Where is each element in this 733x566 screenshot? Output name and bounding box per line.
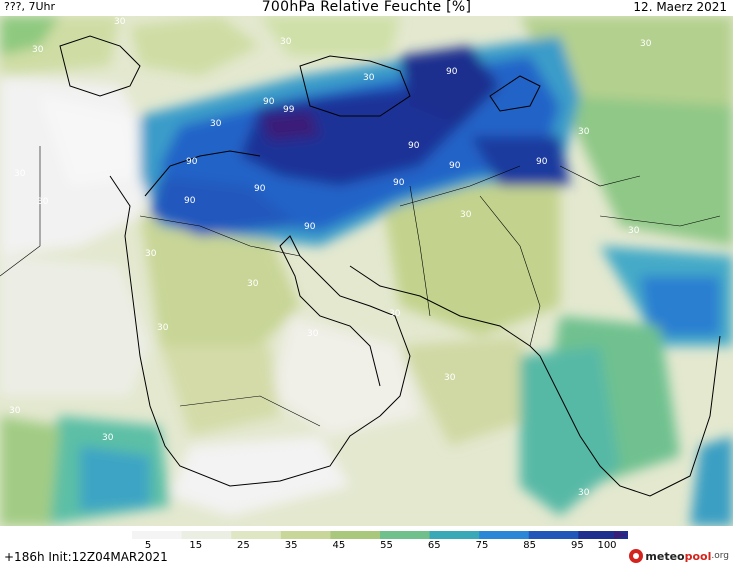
colorbar-tick-label: 15 [189,540,203,551]
logo-text-pool: pool [684,549,712,563]
colorbar-tick-label: 85 [523,540,537,551]
logo-text-org: .org [711,551,729,561]
colorbar-end-arrow [614,531,628,539]
colorbar-segment [429,531,480,539]
colorbar-tick-label: 5 [144,540,152,551]
contour-label: 90 [304,222,316,232]
colorbar-segment [578,531,628,539]
colorbar-tick-label: 95 [571,540,584,551]
colorbar-segment [380,531,431,539]
contour-label: 90 [536,157,548,167]
contour-label: 90 [449,161,461,171]
colorbar-tick-label: 25 [237,540,250,551]
colorbar-segment [528,531,579,539]
contour-label: 30 [363,73,375,83]
colorbar-segment [132,531,183,539]
colorbar-segment [330,531,381,539]
contour-label: 30 [307,329,319,339]
colorbar-tick-label: 35 [284,540,298,551]
country-borders [0,146,721,427]
colorbar-segment [280,531,331,539]
contour-label: 30 [102,433,114,443]
contour-label: 90 [408,141,420,151]
contour-label: 30 [247,279,259,289]
colorbar-tick-label: 45 [332,540,346,551]
contour-label: 30 [444,373,456,383]
meteopool-logo[interactable]: meteo pool .org [629,547,729,565]
coastlines [59,35,721,497]
contour-label: 90 [393,178,405,188]
contour-label: 30 [628,226,640,236]
contour-label: 30 [389,309,401,319]
contour-label: 30 [578,127,590,137]
colorbar-segment [479,531,530,539]
contour-labels: 30 30 30 30 30 90 90 99 30 90 90 90 90 9… [9,17,652,498]
colorbar-tick-label: 75 [475,540,489,551]
date-label: 12. Maerz 2021 [633,0,727,14]
contour-label: 30 [9,406,21,416]
header: ???, 7Uhr 700hPa Relative Feuchte [%] 12… [0,0,733,16]
map-title: 700hPa Relative Feuchte [%] [261,0,472,15]
footer: 5 15 25 35 45 55 65 75 85 95 100 +186h Init:12Z04M… [0,526,733,566]
colorbar-segment [231,531,282,539]
colorbar-tick-label: 65 [427,540,441,551]
contour-label: 90 [184,196,196,206]
colorbar-tick-label: 55 [380,540,393,551]
contour-label: 30 [37,197,49,207]
humidity-map: 30 30 30 30 30 90 90 99 30 90 90 90 90 9… [0,16,733,526]
contour-label: 30 [210,119,222,129]
run-info: +186h Init:12Z04MAR2021 [4,550,168,564]
contour-label: 30 [460,210,472,220]
contour-label: 30 [32,45,44,55]
contour-label: 30 [14,169,26,179]
contour-label: 30 [640,39,652,49]
contour-label: 30 [114,17,126,27]
contour-label: 30 [157,323,169,333]
colorbar-tick-label: 100 [597,540,617,551]
map-canvas: 30 30 30 30 30 90 90 99 30 90 90 90 90 9… [0,16,733,526]
contour-label: 30 [145,249,157,259]
contour-label: 30 [280,37,292,47]
contour-label: 90 [446,67,458,77]
contour-label: 90 [254,184,266,194]
contour-label: 30 [578,488,590,498]
contour-label: 90 [263,97,275,107]
logo-text-meteo: meteo [645,549,685,563]
humidity-field [0,16,733,526]
logo-icon [629,549,644,563]
contour-label: 99 [283,105,295,115]
colorbar [132,531,628,539]
colorbar-segment [181,531,232,539]
contour-label: 90 [186,157,198,167]
valid-time-label: ???, 7Uhr [4,0,56,13]
